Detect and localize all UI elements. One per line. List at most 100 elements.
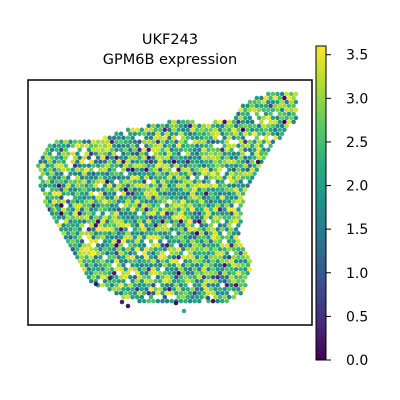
expression-spot: [128, 219, 133, 224]
expression-spot: [114, 235, 119, 240]
expression-spot: [148, 127, 154, 133]
expression-spot: [105, 171, 110, 176]
expression-spot: [132, 243, 138, 248]
expression-spot: [224, 155, 230, 160]
expression-spot: [199, 135, 204, 141]
expression-spot: [121, 255, 126, 260]
expression-spot: [121, 231, 126, 236]
expression-spot: [220, 195, 225, 200]
expression-spot: [144, 143, 149, 149]
expression-spot: [128, 267, 133, 272]
expression-spot: [95, 203, 101, 208]
expression-spot: [171, 255, 177, 260]
expression-spot: [75, 231, 80, 236]
expression-spot: [68, 211, 73, 216]
expression-spot: [231, 270, 237, 276]
expression-spot: [130, 151, 135, 156]
expression-spot: [121, 286, 126, 292]
expression-spot: [176, 215, 181, 220]
expression-spot: [217, 223, 223, 228]
expression-spot: [220, 147, 225, 153]
expression-spot: [148, 294, 154, 300]
expression-spot: [160, 131, 165, 137]
expression-spot: [217, 278, 223, 284]
expression-spot: [102, 263, 108, 268]
expression-spot: [208, 207, 214, 212]
expression-spot: [162, 215, 168, 220]
expression-spot: [238, 274, 243, 280]
expression-spot: [261, 155, 266, 160]
expression-spot: [134, 231, 140, 236]
expression-spot: [171, 278, 177, 284]
expression-spot: [107, 255, 112, 260]
expression-spot: [100, 139, 105, 145]
expression-spot: [282, 95, 287, 101]
expression-spot: [75, 183, 80, 188]
expression-spot: [277, 111, 283, 117]
colorbar-tick-label: 3.5: [346, 48, 368, 64]
expression-spot: [249, 151, 255, 156]
expression-spot: [176, 270, 181, 276]
expression-spot: [194, 127, 200, 133]
expression-spot: [134, 151, 140, 156]
expression-spot: [79, 263, 85, 268]
expression-spot: [174, 290, 179, 296]
expression-spot: [226, 286, 232, 292]
expression-spot: [153, 255, 158, 260]
expression-spot: [277, 135, 283, 141]
expression-spot: [111, 143, 117, 149]
expression-spot: [52, 191, 57, 196]
expression-spot: [52, 159, 57, 164]
expression-spot: [130, 215, 135, 220]
expression-spot: [256, 163, 262, 168]
expression-spot: [255, 159, 261, 165]
expression-spot: [222, 127, 227, 133]
expression-spot: [252, 147, 257, 153]
expression-spot: [139, 255, 145, 260]
expression-spot: [137, 163, 142, 168]
expression-spot: [153, 135, 158, 141]
expression-spot: [93, 143, 99, 149]
expression-spot: [95, 147, 101, 153]
expression-spot: [107, 275, 113, 281]
expression-spot: [213, 239, 218, 244]
expression-spot: [157, 127, 163, 133]
expression-spot: [224, 282, 230, 288]
expression-spot: [277, 103, 283, 109]
expression-spot: [245, 270, 250, 276]
expression-spot: [130, 135, 135, 141]
expression-spot: [256, 99, 262, 105]
expression-spot: [139, 278, 145, 284]
expression-spot: [194, 270, 200, 276]
expression-spot: [95, 195, 101, 200]
expression-spot: [236, 191, 241, 196]
expression-spot: [160, 243, 165, 248]
expression-spot: [213, 278, 218, 284]
expression-spot: [233, 274, 239, 280]
expression-spot: [155, 267, 161, 272]
expression-spot: [162, 231, 168, 236]
expression-spot: [245, 111, 250, 117]
expression-spot: [247, 267, 253, 272]
expression-spot: [183, 259, 188, 264]
expression-spot: [243, 274, 248, 280]
expression-spot: [132, 259, 138, 264]
expression-spot: [59, 147, 64, 153]
expression-spot: [272, 103, 278, 109]
expression-spot: [125, 175, 131, 180]
expression-spot: [201, 131, 207, 137]
expression-spot: [111, 247, 117, 252]
expression-spot: [123, 179, 128, 184]
expression-spot: [210, 274, 216, 280]
expression-spot: [160, 123, 165, 129]
expression-spot: [128, 259, 133, 264]
expression-spot: [59, 179, 64, 184]
expression-spot: [111, 223, 117, 228]
expression-spot: [215, 274, 220, 280]
expression-spot: [144, 167, 149, 172]
expression-spot: [82, 251, 87, 256]
expression-spot: [226, 119, 232, 125]
expression-spot: [75, 247, 80, 252]
expression-spot: [217, 294, 223, 300]
